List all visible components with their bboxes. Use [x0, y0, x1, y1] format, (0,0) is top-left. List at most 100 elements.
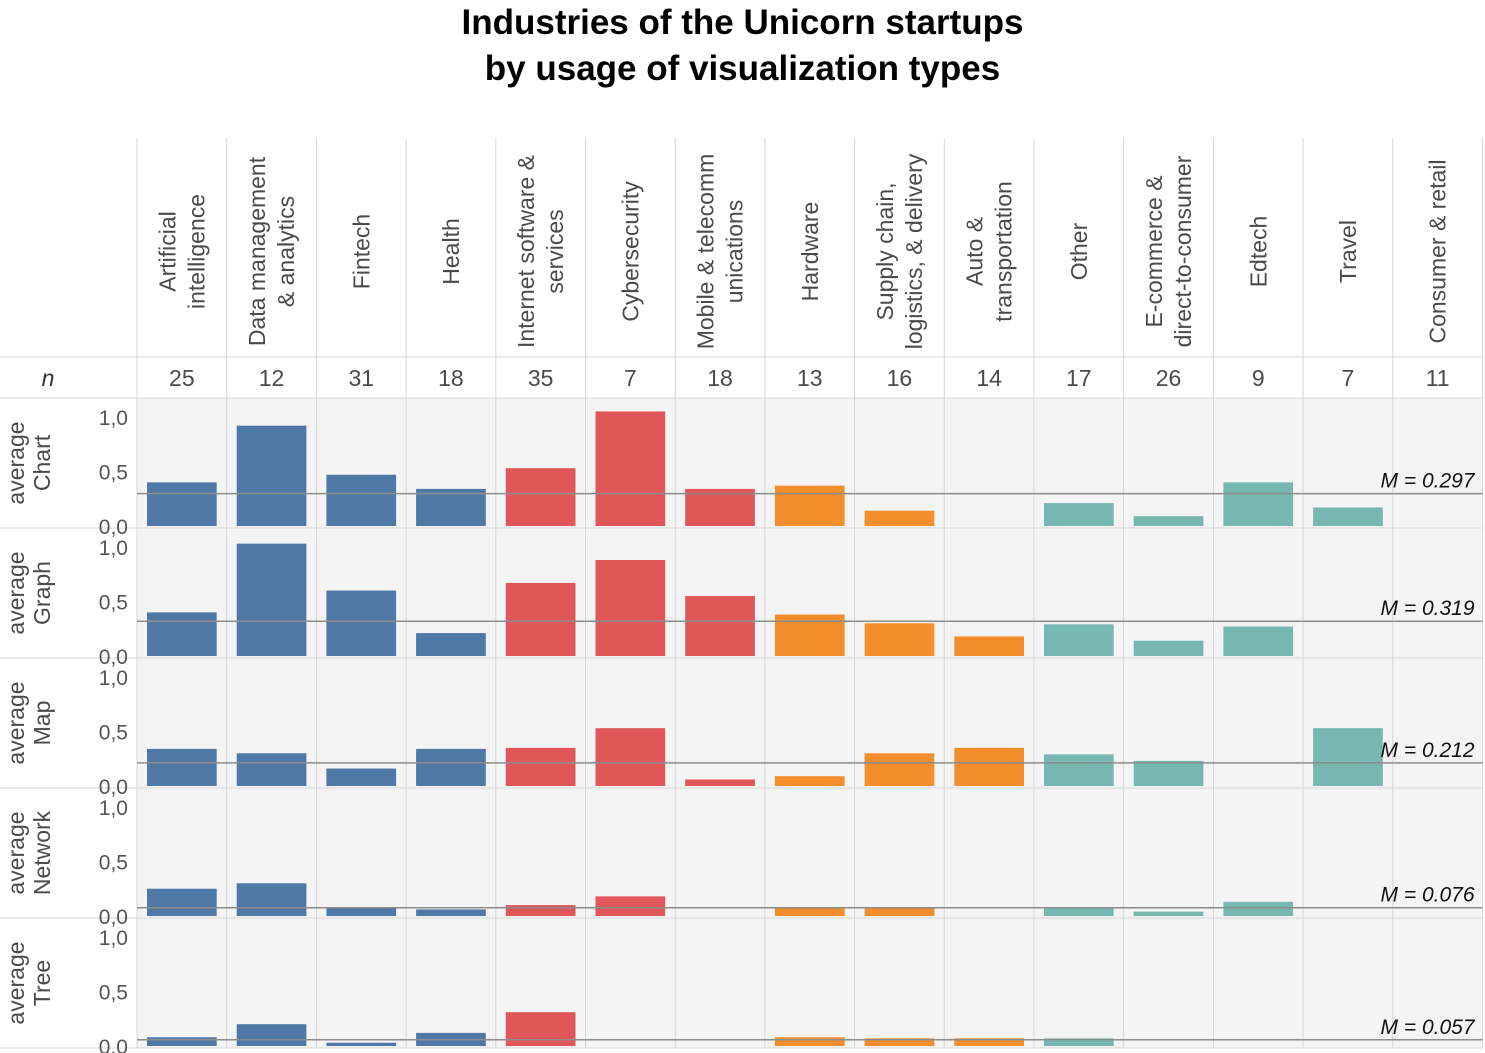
category-label: intelligence	[183, 194, 209, 309]
category-label: & analytics	[273, 196, 299, 307]
bar	[595, 560, 666, 656]
panel-axis-label: Map	[29, 701, 55, 746]
category-label: unications	[722, 200, 748, 304]
n-value: 11	[1426, 365, 1450, 391]
n-value: 25	[169, 365, 195, 391]
bar	[326, 590, 397, 656]
bar	[505, 905, 576, 916]
y-tick-label: 0,5	[99, 851, 128, 874]
bar	[416, 633, 486, 656]
bar	[774, 1037, 845, 1046]
bar	[954, 636, 1024, 656]
category-label: transportation	[991, 181, 1017, 322]
y-tick-label: 1,0	[99, 667, 128, 690]
mean-label: M = 0.212	[1381, 739, 1475, 762]
n-value: 14	[976, 365, 1002, 391]
n-value: 12	[259, 365, 285, 391]
n-row-label: n	[42, 365, 55, 391]
category-label: direct-to-consumer	[1170, 155, 1196, 347]
bar	[1044, 754, 1114, 786]
bar	[147, 1037, 217, 1046]
y-tick-label: 0,5	[99, 591, 128, 614]
panel-axis-label: Chart	[29, 434, 55, 491]
y-tick-label: 0,5	[99, 461, 128, 484]
bar	[326, 474, 397, 526]
bar	[505, 582, 576, 656]
n-value: 17	[1066, 365, 1092, 391]
category-label: Cybersecurity	[617, 181, 643, 322]
bar	[774, 776, 845, 786]
y-tick-label: 0,0	[99, 1036, 128, 1053]
n-value: 13	[797, 365, 823, 391]
bar	[326, 768, 397, 786]
panel-background	[137, 658, 1483, 788]
category-label: Travel	[1335, 220, 1361, 283]
bar	[864, 908, 935, 916]
bar	[147, 888, 217, 916]
bar	[1133, 760, 1204, 786]
bar	[236, 425, 307, 526]
y-tick-label: 0,0	[99, 516, 128, 539]
n-value: 18	[707, 365, 733, 391]
category-label: services	[542, 209, 568, 293]
bar	[416, 748, 486, 786]
bar	[685, 596, 755, 656]
bar	[954, 747, 1024, 786]
bar	[236, 543, 307, 656]
category-label: Auto &	[962, 217, 988, 286]
panel-axis-label: average	[3, 811, 29, 894]
panel-background	[137, 918, 1483, 1048]
bar	[1044, 1038, 1114, 1046]
bar	[236, 1024, 307, 1046]
y-tick-label: 0,5	[99, 721, 128, 744]
bar	[147, 612, 217, 656]
bar	[685, 488, 755, 526]
bar	[864, 510, 935, 526]
bar	[954, 1038, 1024, 1046]
bar	[774, 485, 845, 526]
n-value: 31	[348, 365, 374, 391]
n-value: 26	[1156, 365, 1182, 391]
bar	[1044, 503, 1114, 526]
y-tick-label: 1,0	[99, 927, 128, 950]
bar	[236, 883, 307, 916]
bar	[864, 753, 935, 786]
category-label: Health	[438, 218, 464, 284]
chart-title-line-2: by usage of visualization types	[484, 49, 1001, 88]
category-label: E-commerce &	[1141, 175, 1167, 327]
bar	[685, 779, 755, 786]
category-label: Data management	[244, 156, 270, 346]
bar	[1313, 728, 1383, 786]
bar	[1133, 911, 1204, 916]
category-label: Hardware	[797, 202, 823, 302]
category-label: Fintech	[348, 214, 374, 289]
panel-axis-label: average	[3, 941, 29, 1024]
n-value: 7	[1342, 365, 1355, 391]
mean-label: M = 0.057	[1381, 1016, 1476, 1039]
bar	[1133, 516, 1204, 526]
category-label: Supply chain,	[872, 182, 898, 320]
bar	[864, 1038, 935, 1046]
bar	[147, 482, 217, 526]
bar	[1223, 482, 1294, 526]
category-label: Consumer & retail	[1425, 159, 1451, 343]
bar	[1044, 624, 1114, 656]
panel-axis-label: average	[3, 421, 29, 504]
n-value: 18	[438, 365, 464, 391]
bar	[1133, 640, 1204, 656]
bar	[416, 488, 486, 526]
n-value: 7	[624, 365, 637, 391]
y-tick-label: 0,0	[99, 776, 128, 799]
category-label: Internet software &	[513, 155, 539, 348]
mean-label: M = 0.297	[1381, 470, 1476, 493]
category-label: Other	[1066, 222, 1092, 280]
category-label: Edtech	[1245, 216, 1271, 288]
panel-axis-label: average	[3, 551, 29, 634]
y-tick-label: 1,0	[99, 537, 128, 560]
bar	[1313, 507, 1383, 526]
y-tick-label: 1,0	[99, 797, 128, 820]
bar	[147, 748, 217, 786]
bar	[326, 1042, 397, 1046]
category-label: logistics, & delivery	[901, 153, 927, 349]
